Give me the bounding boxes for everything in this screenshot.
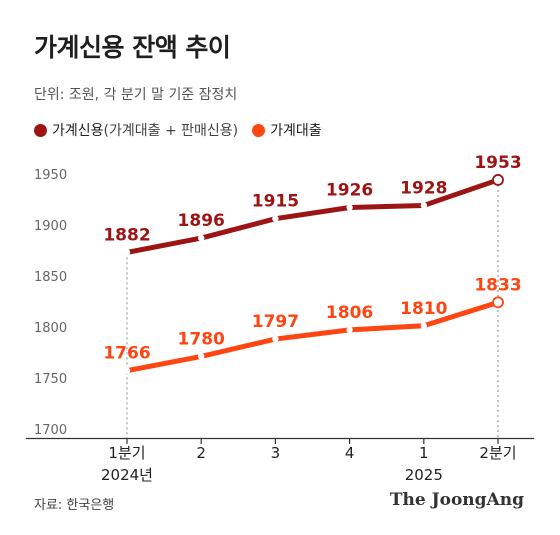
source-note: 자료: 한국은행 [34, 498, 115, 513]
legend-item-household-credit: 가계신용 (가계대출 + 판매신용) [34, 120, 238, 140]
x-tick-label-1: 2 [196, 444, 206, 462]
x-tick-label-0: 1분기 [108, 444, 145, 462]
series-line-1 [124, 299, 501, 374]
data-point-0-1 [198, 234, 205, 242]
legend-sublabel-household-credit: (가계대출 + 판매신용) [103, 123, 239, 139]
data-label-0-4: 1928 [400, 178, 447, 198]
legend-label-household-credit: 가계신용 [52, 123, 104, 139]
data-point-1-5 [492, 296, 504, 309]
y-tick-label-1800: 1800 [34, 321, 67, 336]
data-label-0-0: 1882 [103, 225, 150, 245]
data-point-0-4 [420, 202, 427, 209]
data-label-0-3: 1926 [326, 180, 373, 200]
y-tick-label-1850: 1850 [34, 270, 67, 285]
x-tick-label-3: 4 [345, 444, 355, 462]
chart-title: 가계신용 잔액 추이 [34, 33, 231, 62]
legend-swatch-household-credit [34, 123, 47, 137]
series-line-0 [124, 177, 501, 255]
data-point-1-0 [123, 367, 131, 374]
x-tick-label-4: 1 [419, 444, 429, 462]
data-label-0-1: 1896 [178, 211, 225, 231]
legend-swatch-household-loan [252, 123, 266, 137]
y-tick-label-1900: 1900 [34, 219, 67, 234]
y-tick-label-1950: 1950 [34, 168, 67, 183]
data-point-0-3 [346, 204, 353, 211]
y-tick-label-1750: 1750 [34, 372, 67, 387]
data-point-0-2 [272, 215, 279, 222]
year-label-0: 2024년 [101, 466, 153, 484]
unit-note: 단위: 조원, 각 분기 말 기준 잠정치 [34, 87, 238, 103]
x-tick-label-2: 3 [271, 444, 281, 462]
data-point-1-4 [420, 322, 427, 329]
data-label-1-1: 1780 [178, 329, 225, 349]
data-label-1-2: 1797 [252, 312, 299, 332]
legend-item-household-loan: 가계대출 [252, 120, 322, 140]
data-label-1-3: 1806 [326, 303, 373, 323]
data-point-1-2 [272, 335, 279, 343]
brand-logo: The JoongAng [389, 490, 524, 510]
data-point-1-3 [346, 326, 353, 334]
data-label-0-2: 1915 [252, 192, 299, 212]
data-label-1-0: 1766 [103, 344, 150, 364]
x-tick-label-5: 2분기 [479, 444, 516, 462]
data-label-0-5: 1953 [474, 153, 521, 173]
data-point-0-0 [123, 249, 131, 256]
y-tick-label-1700: 1700 [34, 423, 67, 438]
data-point-0-5 [492, 174, 504, 186]
data-label-1-4: 1810 [400, 299, 447, 319]
data-point-1-1 [198, 353, 205, 360]
year-label-4: 2025 [405, 466, 443, 484]
data-label-1-5: 1833 [474, 275, 521, 295]
legend-label-household-loan: 가계대출 [270, 123, 322, 139]
legend: 가계신용 (가계대출 + 판매신용) 가계대출 [34, 120, 336, 140]
